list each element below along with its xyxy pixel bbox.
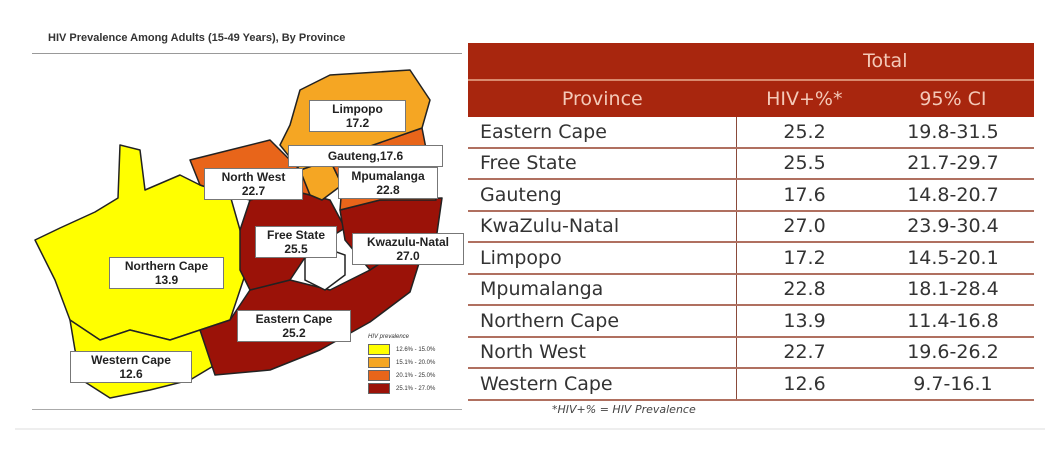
column-header-province: Province	[468, 80, 737, 117]
label-limpopo: Limpopo 17.2	[309, 100, 406, 132]
cell-province: North West	[468, 336, 738, 369]
legend-label: 20.1% - 25.0%	[396, 372, 436, 379]
label-gauteng: Gauteng,17.6	[288, 145, 443, 167]
hiv-prevalence-table: Total Province HIV+%* 95% CI Eastern Cap…	[468, 43, 1034, 401]
cell-hiv-percent: 17.6	[736, 179, 872, 212]
cell-ci: 14.8-20.7	[871, 179, 1034, 212]
legend-label: 25.1% - 27.0%	[396, 385, 436, 392]
cell-province: Gauteng	[468, 179, 738, 212]
cell-ci: 11.4-16.8	[871, 305, 1034, 338]
cell-ci: 18.1-28.4	[871, 273, 1034, 306]
column-header-ci: 95% CI	[871, 80, 1034, 117]
bottom-divider	[15, 428, 1045, 430]
map-title: HIV Prevalence Among Adults (15-49 Years…	[48, 32, 346, 44]
label-mpumalanga: Mpumalanga 22.8	[338, 167, 438, 199]
legend-swatch	[368, 383, 390, 394]
cell-ci: 19.6-26.2	[871, 336, 1034, 369]
map-legend: HIV prevalence 12.6% - 15.0% 15.1% - 20.0…	[368, 334, 435, 395]
cell-hiv-percent: 17.2	[736, 242, 872, 275]
cell-hiv-percent: 13.9	[736, 305, 872, 338]
column-header-hiv: HIV+%*	[736, 80, 872, 117]
cell-hiv-percent: 22.7	[736, 336, 872, 369]
table-row: Gauteng 17.6 14.8-20.7	[468, 179, 1034, 212]
cell-hiv-percent: 22.8	[736, 273, 872, 306]
title-divider	[32, 53, 462, 54]
label-northern-cape: Northern Cape 13.9	[109, 257, 224, 289]
legend-title: HIV prevalence	[368, 334, 410, 340]
legend-swatch	[368, 344, 390, 355]
label-free-state: Free State 25.5	[255, 226, 337, 258]
table-row: Northern Cape 13.9 11.4-16.8	[468, 305, 1034, 338]
cell-ci: 14.5-20.1	[871, 242, 1034, 275]
table-row: Free State 25.5 21.7-29.7	[468, 147, 1034, 180]
cell-province: Eastern Cape	[468, 117, 738, 149]
cell-hiv-percent: 12.6	[736, 368, 872, 401]
legend-swatch	[368, 370, 390, 381]
cell-ci: 23.9-30.4	[871, 210, 1034, 243]
cell-ci: 21.7-29.7	[871, 147, 1034, 180]
legend-item: 12.6% - 15.0%	[368, 343, 435, 356]
cell-hiv-percent: 27.0	[736, 210, 872, 243]
table-row: Limpopo 17.2 14.5-20.1	[468, 242, 1034, 275]
cell-ci: 19.8-31.5	[871, 117, 1034, 149]
cell-hiv-percent: 25.5	[736, 147, 872, 180]
group-header-total: Total	[736, 43, 1034, 81]
legend-label: 12.6% - 15.0%	[396, 346, 436, 353]
cell-ci: 9.7-16.1	[871, 368, 1034, 401]
cell-province: KwaZulu-Natal	[468, 210, 738, 243]
legend-item: 25.1% - 27.0%	[368, 382, 435, 395]
cell-province: Western Cape	[468, 368, 738, 401]
label-eastern-cape: Eastern Cape 25.2	[237, 310, 351, 342]
table-row: KwaZulu-Natal 27.0 23.9-30.4	[468, 210, 1034, 243]
cell-hiv-percent: 25.2	[736, 117, 872, 149]
table-row: Mpumalanga 22.8 18.1-28.4	[468, 273, 1034, 306]
table-row: Eastern Cape 25.2 19.8-31.5	[468, 117, 1034, 149]
legend-item: 20.1% - 25.0%	[368, 369, 435, 382]
cell-province: Mpumalanga	[468, 273, 738, 306]
cell-province: Limpopo	[468, 242, 738, 275]
cell-province: Northern Cape	[468, 305, 738, 338]
table-row: North West 22.7 19.6-26.2	[468, 336, 1034, 369]
label-kwazulu-natal: Kwazulu-Natal 27.0	[352, 233, 464, 265]
legend-swatch	[368, 357, 390, 368]
legend-label: 15.1% - 20.0%	[396, 359, 436, 366]
table-footnote: *HIV+% = HIV Prevalence	[552, 403, 696, 416]
map-bottom-divider	[32, 409, 462, 410]
label-western-cape: Western Cape 12.6	[70, 351, 192, 383]
legend-item: 15.1% - 20.0%	[368, 356, 435, 369]
cell-province: Free State	[468, 147, 738, 180]
table-row: Western Cape 12.6 9.7-16.1	[468, 368, 1034, 401]
label-north-west: North West 22.7	[204, 168, 303, 200]
